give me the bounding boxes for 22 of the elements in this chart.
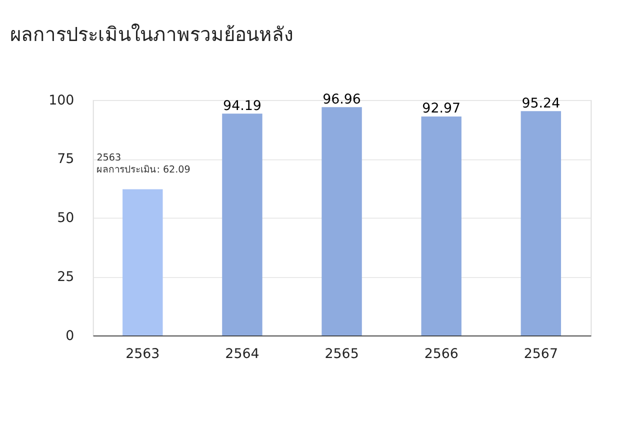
y-tick-label: 100	[48, 93, 74, 108]
chart-title: ผลการประเมินในภาพรวมย้อนหลัง	[10, 23, 293, 46]
data-label: 96.96	[322, 92, 361, 108]
y-tick-label: 75	[57, 152, 74, 168]
bar	[122, 189, 163, 336]
x-tick-label: 2566	[424, 346, 458, 362]
annotation: 2563	[96, 152, 122, 164]
data-label: 95.24	[522, 96, 560, 112]
data-label: 92.97	[422, 102, 461, 117]
data-label: 94.19	[223, 98, 262, 114]
y-tick-label: 0	[66, 328, 74, 344]
y-tick-label: 50	[57, 211, 74, 226]
x-tick-label: 2567	[524, 346, 558, 362]
bar	[520, 111, 562, 336]
bar	[322, 107, 362, 336]
bar	[421, 116, 462, 336]
x-tick-label: 2563	[126, 346, 160, 362]
y-tick-label: 25	[57, 270, 74, 285]
x-tick-label: 2564	[225, 346, 260, 362]
annotation: ผลการประเมิน: 62.09	[96, 164, 190, 176]
bar	[222, 114, 262, 336]
x-tick-label: 2565	[324, 346, 359, 362]
